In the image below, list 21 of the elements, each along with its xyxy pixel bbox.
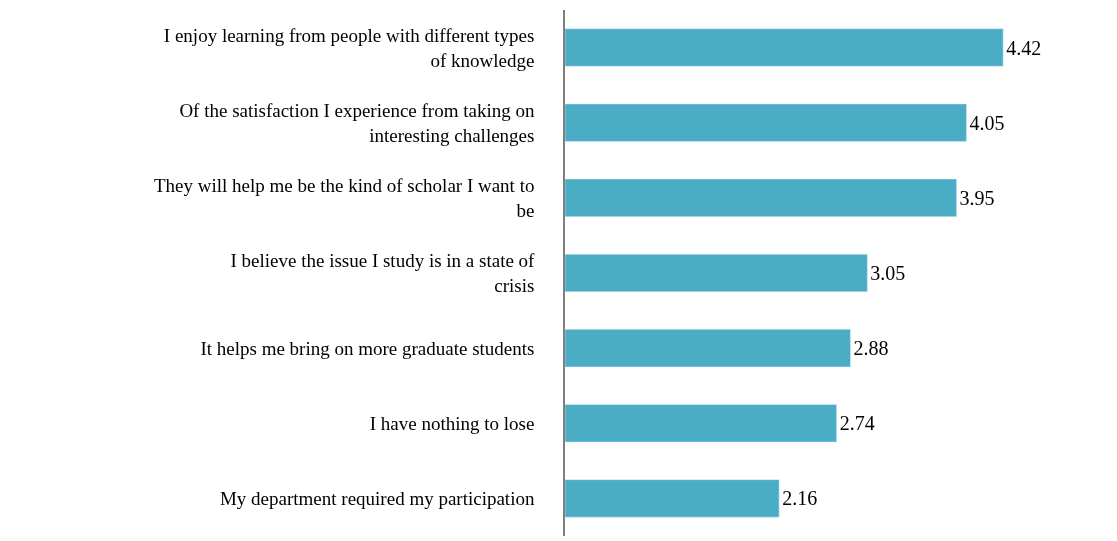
bar — [565, 404, 837, 443]
data-label: 2.16 — [782, 487, 818, 510]
bar — [565, 329, 851, 368]
y-tick-label: It helps me bring on more graduate students — [200, 337, 535, 359]
y-tick-label: Of the satisfaction I experience from taking on interesting challenges — [179, 100, 535, 146]
bar — [565, 28, 1004, 67]
data-label: 3.95 — [959, 186, 995, 209]
data-label: 4.05 — [969, 111, 1005, 134]
data-label: 4.42 — [1006, 36, 1042, 59]
bar — [565, 103, 967, 142]
bar — [565, 253, 868, 293]
y-tick-label: I believe the issue I study is in a state of crisis — [230, 250, 536, 296]
y-tick-label: I enjoy learning from people with different types of knowledge — [163, 24, 535, 71]
bar — [565, 178, 957, 217]
data-label: 3.05 — [870, 262, 906, 284]
y-tick-label: My department required my participation — [219, 488, 535, 510]
data-label: 2.88 — [853, 337, 889, 360]
y-tick-label: They will help me be the kind of scholar I want to be — [154, 175, 535, 221]
bar — [565, 479, 780, 518]
data-label: 2.74 — [839, 412, 875, 435]
y-tick-label: I have nothing to lose — [369, 412, 535, 434]
